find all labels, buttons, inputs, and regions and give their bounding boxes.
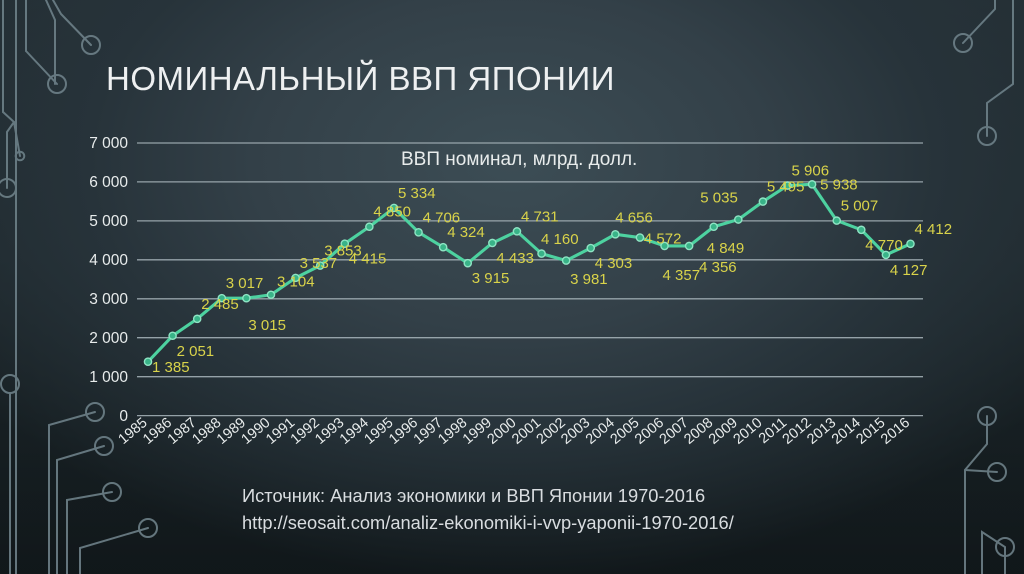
svg-text:4 850: 4 850: [373, 204, 411, 221]
svg-text:5 495: 5 495: [767, 179, 805, 196]
svg-text:7 000: 7 000: [89, 135, 128, 152]
svg-text:3 017: 3 017: [226, 275, 264, 292]
svg-text:2 051: 2 051: [177, 343, 215, 360]
svg-text:3 015: 3 015: [248, 317, 286, 334]
svg-text:4 160: 4 160: [541, 231, 579, 248]
svg-text:4 770: 4 770: [865, 237, 903, 254]
svg-text:4 357: 4 357: [663, 267, 701, 284]
svg-text:4 572: 4 572: [644, 231, 682, 248]
svg-text:4 303: 4 303: [595, 255, 633, 272]
svg-text:5 035: 5 035: [700, 190, 738, 207]
svg-text:2016: 2016: [878, 415, 913, 448]
svg-text:0: 0: [119, 408, 128, 425]
svg-text:1 385: 1 385: [152, 359, 190, 376]
svg-text:ВВП номинал, млрд. долл.: ВВП номинал, млрд. долл.: [401, 149, 637, 170]
svg-text:5 938: 5 938: [820, 176, 858, 193]
svg-text:2 485: 2 485: [201, 296, 239, 313]
svg-text:5 334: 5 334: [398, 185, 436, 202]
svg-text:3 104: 3 104: [277, 274, 315, 291]
svg-text:4 000: 4 000: [89, 252, 128, 269]
svg-text:4 127: 4 127: [890, 262, 928, 279]
svg-text:3 000: 3 000: [89, 291, 128, 308]
svg-text:3 915: 3 915: [472, 270, 510, 287]
svg-text:3 981: 3 981: [570, 271, 608, 288]
svg-text:4 433: 4 433: [496, 250, 534, 267]
svg-text:4 415: 4 415: [349, 251, 387, 268]
svg-text:4 849: 4 849: [707, 240, 745, 257]
svg-text:5 007: 5 007: [841, 198, 879, 215]
svg-text:6 000: 6 000: [89, 174, 128, 191]
svg-text:4 731: 4 731: [521, 208, 559, 225]
svg-text:2 000: 2 000: [89, 330, 128, 347]
svg-text:4 412: 4 412: [915, 221, 953, 238]
svg-text:4 324: 4 324: [447, 224, 485, 241]
svg-text:5 000: 5 000: [89, 213, 128, 230]
svg-text:4 356: 4 356: [699, 259, 737, 276]
svg-text:1 000: 1 000: [89, 369, 128, 386]
svg-text:4 656: 4 656: [615, 209, 653, 226]
